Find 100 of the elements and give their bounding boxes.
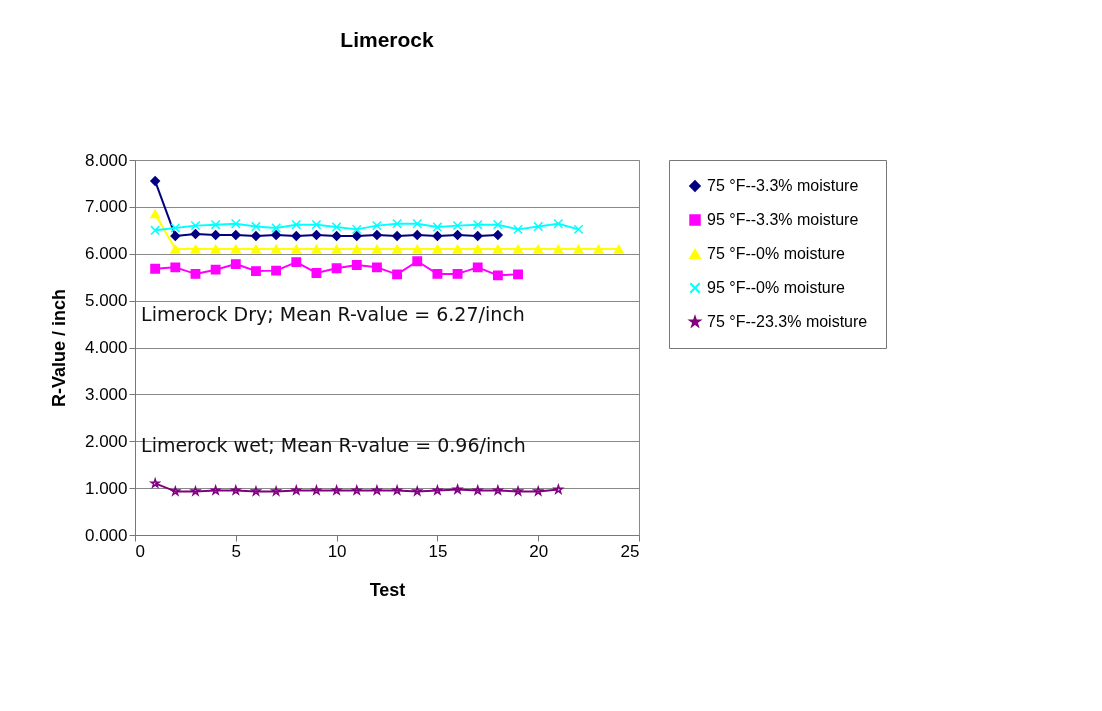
point <box>513 244 523 254</box>
point <box>190 486 201 496</box>
y-axis-title: R-Value / inch <box>48 288 69 408</box>
point <box>331 222 342 232</box>
point <box>150 209 161 219</box>
point <box>170 262 181 273</box>
annotation: Limerock wet; Mean R-value = 0.96/inch <box>141 433 526 456</box>
point <box>452 220 463 231</box>
point <box>392 218 403 229</box>
point <box>170 223 181 233</box>
point <box>452 268 463 279</box>
point <box>311 230 322 240</box>
point <box>170 244 181 254</box>
point <box>412 256 423 267</box>
y-tick-label: 4.000 <box>84 338 128 357</box>
point <box>351 224 362 235</box>
point <box>210 230 221 240</box>
point <box>351 260 362 270</box>
point <box>492 270 503 281</box>
point <box>593 244 604 254</box>
point <box>392 244 403 254</box>
point <box>190 229 201 239</box>
point <box>271 244 282 254</box>
point <box>311 219 322 230</box>
point <box>230 218 241 229</box>
point <box>331 244 342 254</box>
x-tick-label: 10 <box>327 541 347 561</box>
point <box>392 269 403 280</box>
point <box>150 263 161 274</box>
point <box>432 244 443 254</box>
point <box>553 244 564 254</box>
point <box>472 262 483 273</box>
legend-label: 75 °F--3.3% moisture <box>707 177 859 194</box>
point <box>452 244 463 254</box>
point <box>311 244 322 254</box>
point <box>371 220 382 231</box>
y-tick-label: 7.000 <box>84 197 128 217</box>
point <box>573 244 584 254</box>
point <box>533 244 544 254</box>
point <box>432 231 443 241</box>
y-tick-label: 5.000 <box>84 291 128 311</box>
x-tick-label: 15 <box>428 541 448 561</box>
legend-label: 75 °F--0% moisture <box>707 245 846 262</box>
point <box>210 485 221 495</box>
point <box>170 231 181 241</box>
point <box>613 244 624 254</box>
point <box>271 265 282 276</box>
point <box>371 262 382 273</box>
point <box>412 244 423 254</box>
legend-label: 95 °F--3.3% moisture <box>707 211 859 228</box>
point <box>271 230 282 240</box>
point <box>553 484 564 494</box>
point <box>452 484 463 494</box>
x-tick-label: 20 <box>529 541 549 561</box>
y-tick-label: 6.000 <box>84 244 128 264</box>
point <box>432 222 443 232</box>
point <box>331 485 342 495</box>
point <box>432 485 443 495</box>
point <box>311 485 322 495</box>
point <box>150 225 161 236</box>
point <box>331 231 342 241</box>
point <box>573 224 584 235</box>
annotation: Limerock Dry; Mean R-value = 6.27/inch <box>141 302 525 325</box>
chart-title: Limerock <box>340 28 435 51</box>
point <box>472 485 483 495</box>
legend-label: 95 °F--0% moisture <box>707 279 846 296</box>
point <box>291 257 302 268</box>
point <box>533 221 544 232</box>
point <box>412 218 423 229</box>
point <box>452 230 463 240</box>
point <box>492 230 503 240</box>
point <box>210 219 221 230</box>
y-tick-label: 1.000 <box>84 478 128 498</box>
y-tick-label: 0.000 <box>84 525 128 545</box>
point <box>190 244 201 254</box>
point <box>492 244 503 254</box>
point <box>230 230 241 240</box>
point <box>150 176 161 187</box>
point <box>210 264 221 275</box>
point <box>472 231 483 241</box>
point <box>351 231 362 241</box>
point <box>351 244 362 254</box>
point <box>371 244 382 254</box>
point <box>472 219 483 230</box>
point <box>371 230 382 240</box>
point <box>492 219 503 230</box>
x-axis-title: Test <box>369 579 406 600</box>
point <box>230 244 241 254</box>
point <box>190 268 201 279</box>
point <box>291 485 302 495</box>
point <box>331 263 342 274</box>
point <box>291 219 302 230</box>
point <box>391 483 404 496</box>
y-tick-label: 3.000 <box>84 384 128 404</box>
point <box>271 223 282 233</box>
point <box>170 486 181 496</box>
point <box>210 244 221 254</box>
point <box>432 268 443 279</box>
x-tick-label: 5 <box>231 541 242 561</box>
point <box>251 244 261 254</box>
